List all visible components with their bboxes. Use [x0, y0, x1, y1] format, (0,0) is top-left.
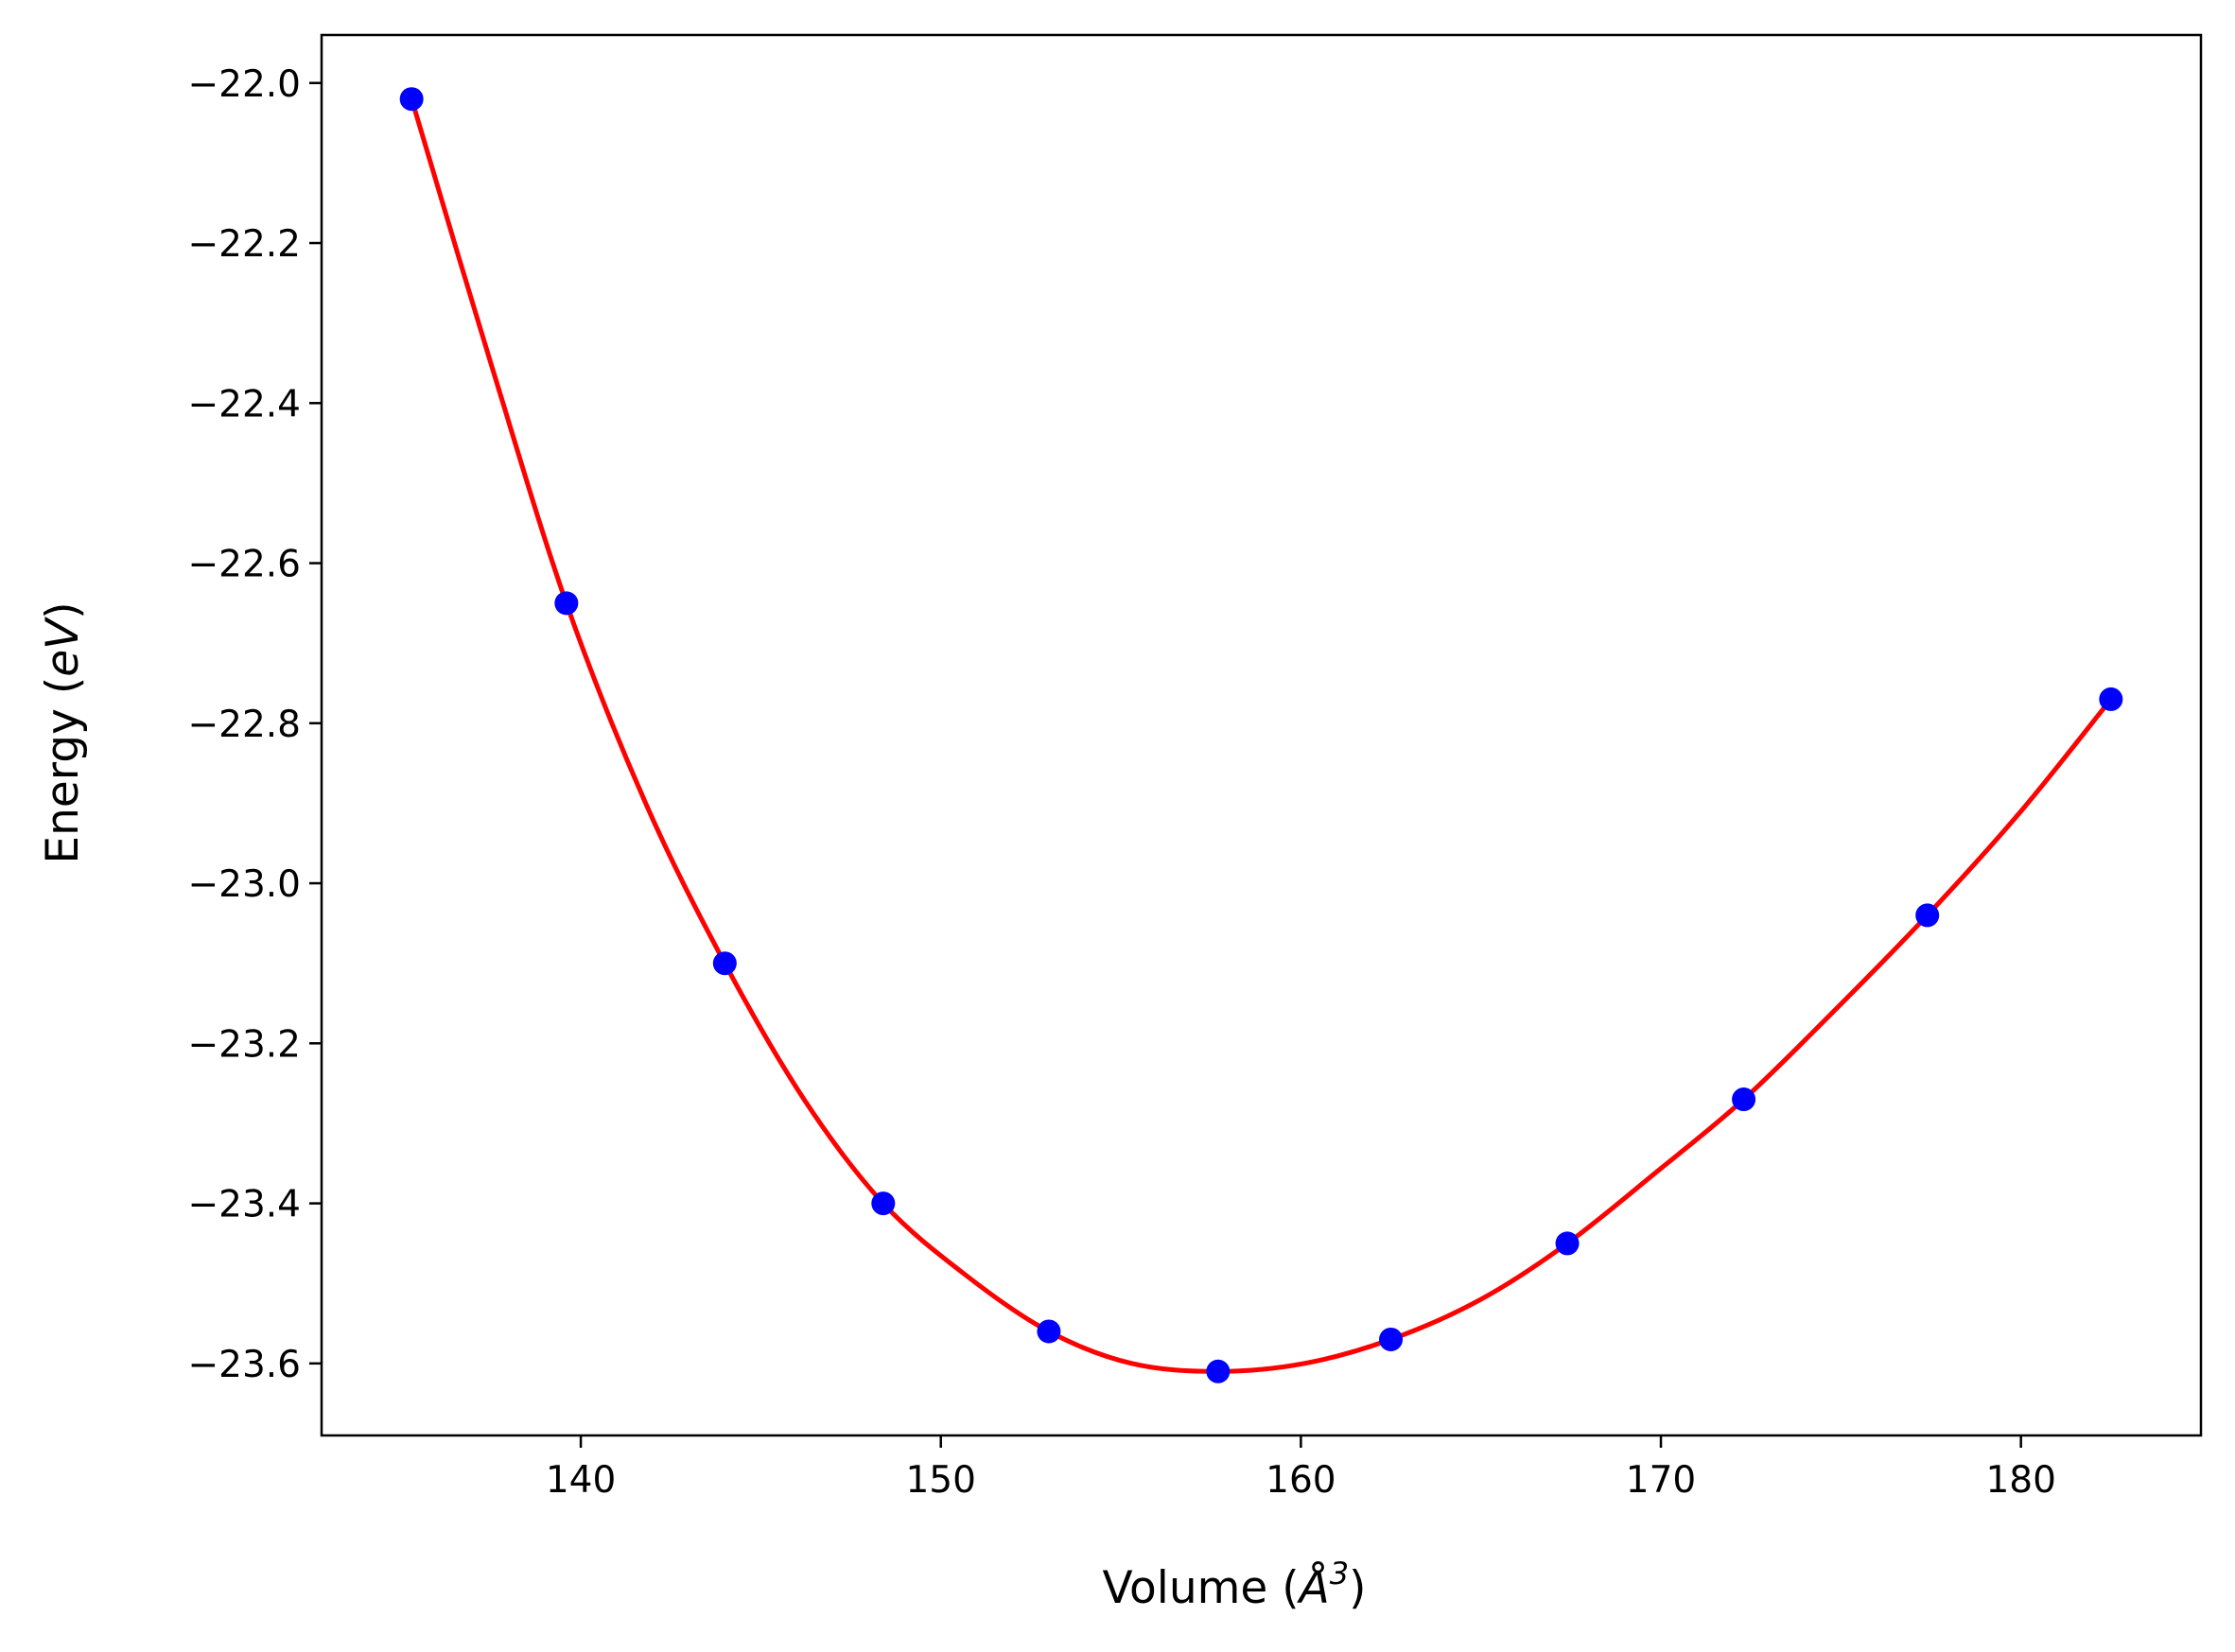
- x-tick-label: 140: [546, 1459, 616, 1502]
- data-point: [554, 591, 579, 616]
- data-point: [1732, 1087, 1756, 1112]
- y-tick-label: −22.2: [187, 223, 301, 266]
- data-point: [1555, 1231, 1580, 1256]
- y-tick-label: −23.4: [187, 1184, 301, 1226]
- x-axis-ticks: 140 150 160 170 180: [546, 1435, 2056, 1502]
- fit-curve-layer: [409, 97, 2113, 1374]
- y-tick-label: −22.6: [187, 544, 301, 586]
- plot-frame: [320, 33, 2203, 1437]
- fit-curve-line: [409, 97, 2113, 1374]
- data-points-layer: [399, 87, 2123, 1383]
- y-axis-label-suffix: ): [37, 601, 89, 618]
- y-axis-label-unit: eV: [37, 617, 89, 677]
- data-point: [399, 87, 424, 112]
- data-point: [1915, 903, 1940, 928]
- y-axis-label-prefix: Energy (: [37, 677, 89, 864]
- data-point: [1206, 1359, 1231, 1383]
- x-axis-label: Volume (Å3): [1103, 1556, 1367, 1614]
- x-tick-label: 160: [1266, 1459, 1336, 1502]
- x-axis-label-unit-exp: 3: [1330, 1556, 1349, 1591]
- y-axis-ticks: −22.0 −22.2 −22.4 −22.6 −22.8 −23.0 −23.2 −23.4…: [187, 63, 322, 1386]
- x-tick-label: 150: [905, 1459, 975, 1502]
- y-tick-label: −23.2: [187, 1023, 301, 1066]
- y-axis-label: Energy (eV): [37, 601, 89, 863]
- x-tick-label: 180: [1985, 1459, 2055, 1502]
- data-point: [2099, 687, 2123, 711]
- x-axis-label-suffix: ): [1349, 1562, 1366, 1614]
- data-point: [871, 1191, 896, 1216]
- data-point: [1379, 1327, 1404, 1351]
- x-axis-label-unit-base: Å: [1297, 1562, 1330, 1614]
- y-tick-label: −22.0: [187, 63, 301, 106]
- x-axis-label-prefix: Volume (: [1103, 1562, 1300, 1614]
- y-tick-label: −23.6: [187, 1344, 301, 1386]
- y-tick-label: −22.4: [187, 383, 301, 426]
- data-point: [1037, 1319, 1061, 1344]
- y-tick-label: −22.8: [187, 704, 301, 746]
- data-point: [712, 951, 737, 976]
- y-tick-label: −23.0: [187, 863, 301, 906]
- x-tick-label: 170: [1626, 1459, 1696, 1502]
